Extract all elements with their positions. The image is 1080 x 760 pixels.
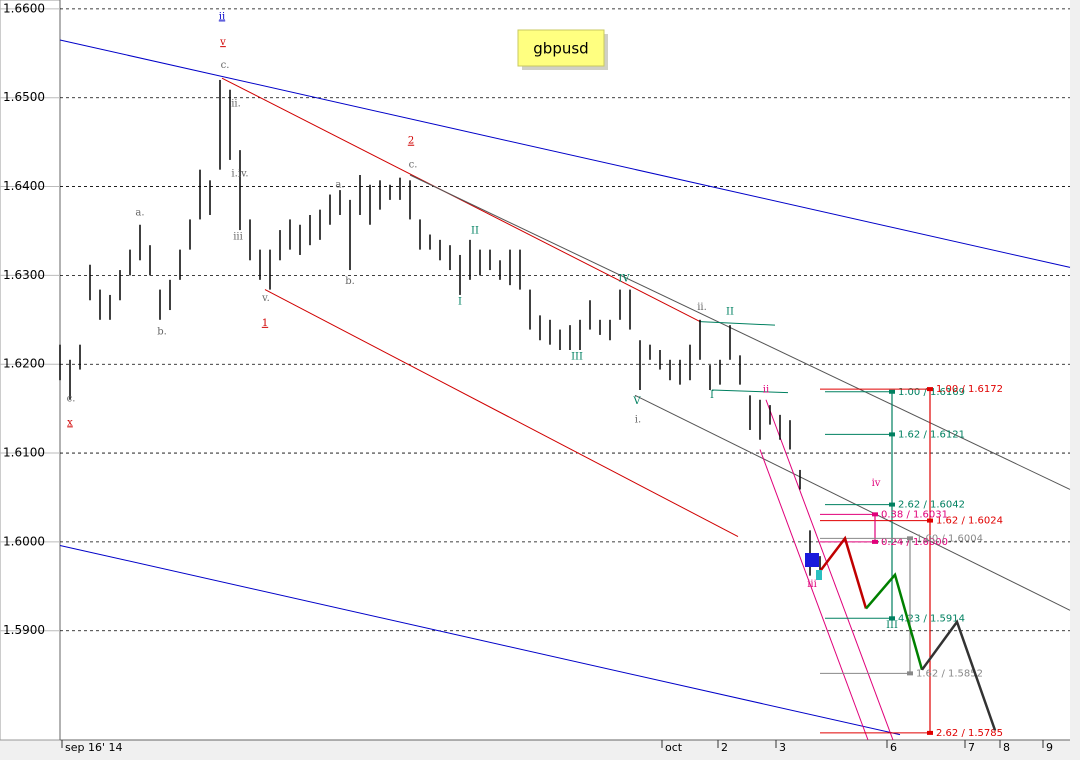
y-tick-label: 1.5900 xyxy=(3,623,45,637)
fib-handle xyxy=(872,539,878,544)
wave-label: v. xyxy=(261,293,270,304)
trendline xyxy=(264,289,739,538)
y-tick-label: 1.6500 xyxy=(3,90,45,104)
wave-label: i.iv. xyxy=(231,169,248,180)
fib-label: 1.62 / 1.6024 xyxy=(936,516,1003,527)
fib-label: 4.23 / 1.5914 xyxy=(898,613,965,624)
price-marker xyxy=(805,553,819,567)
wave-label: III xyxy=(886,620,898,631)
fib-handle xyxy=(907,536,913,541)
x-tick-label: 3 xyxy=(779,741,786,754)
y-tick-label: 1.6000 xyxy=(3,534,45,548)
projection-path xyxy=(865,572,924,671)
wave-label: II xyxy=(726,306,734,317)
fib-label: 1.62 / 1.5852 xyxy=(916,668,983,679)
fib-handle xyxy=(889,389,895,394)
projection-path xyxy=(920,619,997,731)
fib-handle xyxy=(889,616,895,621)
y-tick-label: 1.6100 xyxy=(3,446,45,460)
wave-label: b. xyxy=(157,327,167,338)
fib-label: 0.24 / 1.6000 xyxy=(881,537,948,548)
wave-label: b. xyxy=(345,276,355,287)
wave-label: ii. xyxy=(231,98,241,109)
fib-label: 2.62 / 1.6042 xyxy=(898,500,965,511)
wave-label: c. xyxy=(221,60,230,71)
wave-label: c. xyxy=(67,393,76,404)
wave-label: III xyxy=(571,352,583,363)
wave-label: iii xyxy=(233,232,243,243)
wave-label: a. xyxy=(335,179,344,190)
trendline xyxy=(59,544,901,736)
fib-handle xyxy=(927,518,933,523)
fib-label: 1.00 / 1.6172 xyxy=(936,384,1003,395)
wave-label: V xyxy=(632,396,641,407)
x-tick-label: oct xyxy=(665,741,683,754)
x-tick-label: 7 xyxy=(968,741,975,754)
y-tick-label: 1.6400 xyxy=(3,179,45,193)
wave-label: ii xyxy=(763,384,769,395)
trendline xyxy=(759,449,869,741)
wave-label: iv xyxy=(872,478,881,489)
fib-handle xyxy=(927,730,933,735)
fib-label: 1.00 / 1.6169 xyxy=(898,387,965,398)
fib-handle xyxy=(907,671,913,676)
wave-label: II xyxy=(471,225,479,236)
wave-label: i. xyxy=(635,415,641,426)
trendline xyxy=(59,39,1071,268)
fib-label: 1.00 / 1.6004 xyxy=(916,533,983,544)
wave-label: v xyxy=(219,37,226,48)
trendline xyxy=(765,399,894,741)
x-tick-label: 6 xyxy=(890,741,897,754)
trendline xyxy=(711,389,789,394)
trendline xyxy=(699,321,776,326)
y-tick-label: 1.6600 xyxy=(3,1,45,15)
y-tick-label: 1.6300 xyxy=(3,268,45,282)
trendline xyxy=(634,394,1071,611)
trendline xyxy=(221,77,701,323)
wave-label: c. xyxy=(409,160,418,171)
wave-label: iii xyxy=(807,579,817,590)
fib-handle xyxy=(872,512,878,517)
wave-label: 1 xyxy=(262,318,268,329)
fib-label: 1.62 / 1.6121 xyxy=(898,429,965,440)
wave-label: 2 xyxy=(408,136,414,147)
wave-label: I xyxy=(458,297,462,308)
fib-handle xyxy=(927,387,933,392)
title-box xyxy=(517,29,605,67)
wave-label: I xyxy=(710,390,714,401)
x-tick-label: 2 xyxy=(721,741,728,754)
plot-area xyxy=(60,0,1070,740)
fib-label: 2.62 / 1.5785 xyxy=(936,728,1003,739)
x-tick-label: 8 xyxy=(1003,741,1010,754)
fib-handle xyxy=(889,432,895,437)
cursor-marker xyxy=(816,570,822,580)
wave-label: x xyxy=(67,417,73,428)
fib-handle xyxy=(889,502,895,507)
fib-label: 0.38 / 1.6031 xyxy=(881,509,948,520)
x-tick-label: 9 xyxy=(1046,741,1053,754)
trendline xyxy=(409,174,1071,490)
y-tick-label: 1.6200 xyxy=(3,357,45,371)
y-axis-panel xyxy=(0,0,61,741)
wave-label: a. xyxy=(135,208,144,219)
wave-label: IV xyxy=(618,273,630,284)
wave-label: ii xyxy=(219,11,225,22)
x-tick-label: sep 16' 14 xyxy=(65,741,123,754)
wave-label: ii. xyxy=(697,302,707,313)
projection-path xyxy=(819,535,868,609)
chart-title: gbpusd xyxy=(533,40,588,58)
